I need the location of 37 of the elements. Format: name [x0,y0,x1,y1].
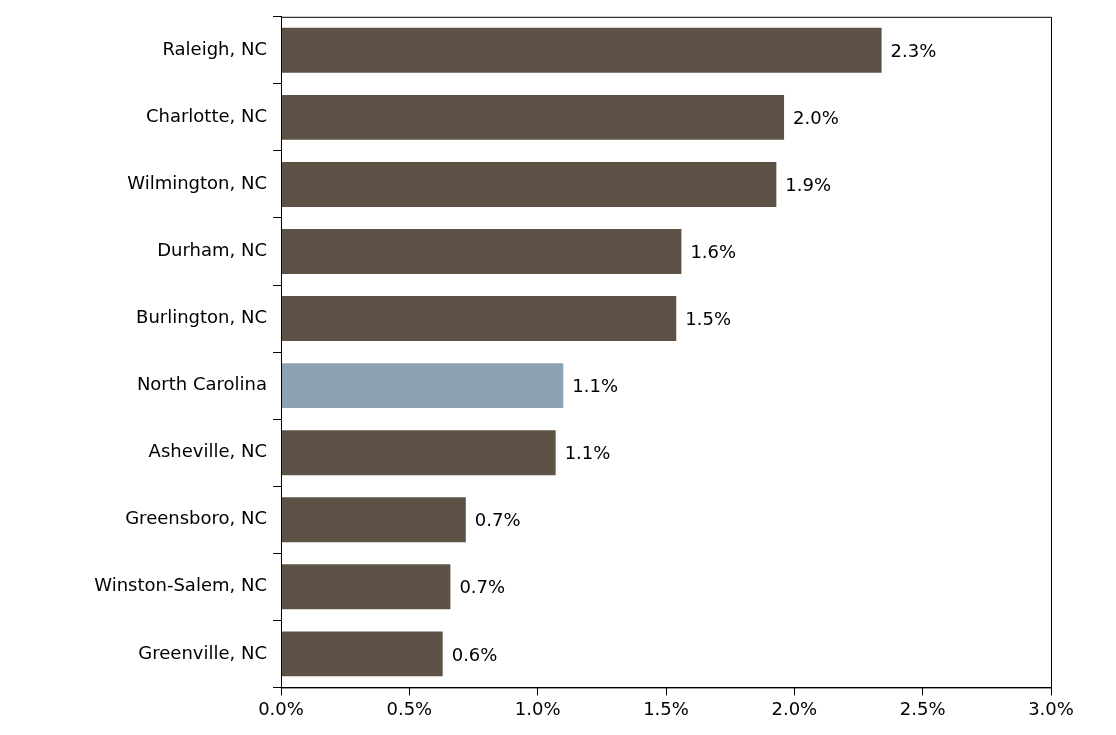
x-tick-label: 1.5% [643,697,689,719]
x-tick-label: 2.5% [899,697,946,719]
bar [281,161,777,207]
data-label: 1.1% [564,442,611,464]
y-tick-label: North Carolina [136,373,267,395]
y-tick-label: Durham, NC [157,239,267,261]
bar [281,564,451,610]
bar [281,631,443,677]
y-tick-label: Burlington, NC [136,306,267,328]
bar [281,363,564,409]
y-tick-label: Asheville, NC [148,440,267,462]
y-tick-label: Winston-Salem, NC [94,574,267,596]
data-label: 0.7% [459,576,506,598]
data-label: 2.3% [890,40,937,61]
data-label: 1.6% [690,241,737,263]
bar [281,497,466,543]
x-tick-label: 0.0% [258,697,304,719]
bar [281,296,677,342]
y-tick-label: Raleigh, NC [162,38,267,59]
bar [281,430,556,476]
y-tick-label: Wilmington, NC [127,172,267,194]
data-label: 1.5% [685,308,731,330]
data-label: 1.9% [785,174,832,196]
bar [281,27,882,73]
data-label: 2.0% [793,107,839,129]
x-tick-label: 3.0% [1028,697,1074,719]
x-tick-label: 1.0% [514,697,561,719]
data-label: 0.6% [451,643,498,665]
bar [281,229,682,274]
y-tick-label: Greensboro, NC [125,507,267,529]
x-tick-label: 0.5% [386,697,433,719]
bar [281,94,785,140]
y-tick-label: Charlotte, NC [145,105,267,127]
x-tick-label: 2.0% [771,697,818,719]
data-label: 0.7% [474,509,521,531]
y-tick-label: Greenville, NC [138,641,267,663]
data-label: 1.1% [572,375,619,397]
